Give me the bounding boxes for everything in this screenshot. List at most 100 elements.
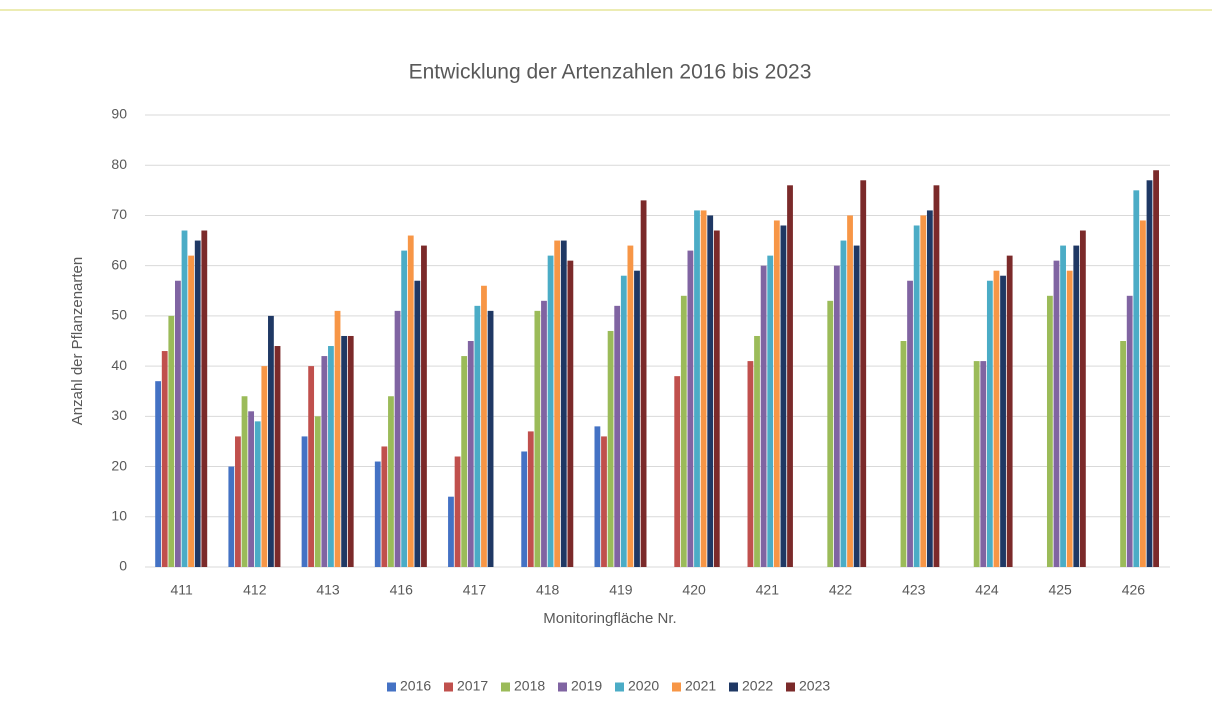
legend-label: 2017 — [457, 678, 488, 694]
x-tick-label: 423 — [902, 582, 926, 598]
bar — [933, 185, 940, 568]
bar — [394, 310, 401, 567]
legend-label: 2021 — [685, 678, 716, 694]
legend-swatch — [387, 682, 396, 692]
bar — [1066, 270, 1073, 567]
x-tick-label: 417 — [463, 582, 487, 598]
bar — [201, 230, 208, 567]
bar — [607, 330, 614, 567]
y-tick-label: 90 — [111, 106, 127, 122]
bar — [381, 446, 388, 567]
bar — [853, 245, 860, 568]
bar — [374, 461, 381, 567]
bar — [308, 366, 315, 567]
bar — [1000, 275, 1006, 567]
bar — [1006, 255, 1013, 567]
bar — [301, 436, 308, 567]
bar — [767, 255, 774, 567]
x-tick-label: 426 — [1122, 582, 1146, 598]
bar — [1060, 245, 1066, 568]
bar — [534, 310, 541, 567]
legend-label: 2018 — [514, 678, 545, 694]
x-tick-label: 411 — [170, 582, 193, 598]
bar — [527, 431, 534, 567]
y-tick-label: 30 — [111, 407, 127, 423]
bar — [334, 310, 341, 567]
bar — [747, 361, 754, 567]
bar — [1146, 180, 1153, 568]
bar — [1133, 190, 1140, 568]
bar — [1139, 220, 1146, 567]
legend-swatch — [558, 682, 567, 692]
bar — [321, 356, 328, 567]
bar — [780, 225, 787, 567]
bar — [554, 240, 561, 568]
bar — [328, 346, 334, 567]
legend-swatch — [729, 682, 738, 692]
bar — [168, 315, 175, 567]
legend-label: 2022 — [742, 678, 773, 694]
bar — [680, 295, 687, 567]
legend-swatch — [786, 682, 795, 692]
y-axis-title: Anzahl der Pflanzenarten — [69, 257, 86, 425]
bar — [521, 451, 528, 567]
legend-label: 2019 — [571, 678, 602, 694]
bar — [847, 215, 853, 567]
bar — [155, 381, 162, 567]
bar — [907, 280, 913, 567]
bar — [620, 275, 627, 567]
x-tick-label: 416 — [390, 582, 414, 598]
bar — [833, 265, 840, 567]
bar — [687, 250, 694, 567]
bar — [713, 230, 720, 567]
bar — [347, 335, 354, 567]
bar — [1126, 295, 1133, 567]
bar — [560, 240, 567, 568]
bar — [900, 341, 907, 567]
bar — [760, 265, 767, 567]
bar — [261, 366, 268, 567]
bar — [401, 250, 408, 567]
chart-title: Entwicklung der Artenzahlen 2016 bis 202… — [409, 61, 812, 84]
legend-label: 2023 — [799, 678, 830, 694]
y-tick-label: 70 — [111, 206, 127, 222]
bar — [827, 300, 834, 567]
y-tick-label: 50 — [111, 307, 127, 323]
bar — [640, 200, 647, 567]
bar — [594, 426, 601, 567]
bar — [1046, 295, 1053, 567]
bar — [787, 185, 793, 568]
bar — [188, 255, 195, 567]
bar — [274, 346, 281, 567]
x-tick-label: 421 — [756, 582, 780, 598]
bar — [248, 411, 255, 567]
x-axis-title: Monitoringfläche Nr. — [543, 610, 676, 627]
legend-label: 2016 — [400, 678, 431, 694]
bar — [467, 341, 474, 567]
bar — [1120, 341, 1126, 567]
bar — [235, 436, 241, 567]
bar — [614, 305, 621, 567]
bar — [241, 396, 248, 567]
bar — [860, 180, 867, 568]
x-tick-label: 418 — [536, 582, 560, 598]
bar — [481, 285, 487, 567]
bar — [980, 361, 987, 567]
bar — [973, 361, 980, 567]
x-tick-label: 420 — [682, 582, 706, 598]
bar — [547, 255, 554, 567]
bar — [474, 305, 481, 567]
legend-swatch — [444, 682, 453, 692]
bar — [634, 270, 640, 567]
bar — [461, 356, 468, 567]
bar — [840, 240, 847, 568]
bar — [754, 335, 760, 567]
bar — [1079, 230, 1086, 567]
bar — [541, 300, 547, 567]
bar — [1073, 245, 1080, 568]
bar — [487, 310, 494, 567]
bar — [674, 376, 681, 567]
legend-label: 2020 — [628, 678, 659, 694]
x-tick-label: 424 — [975, 582, 999, 598]
bar — [627, 245, 634, 568]
